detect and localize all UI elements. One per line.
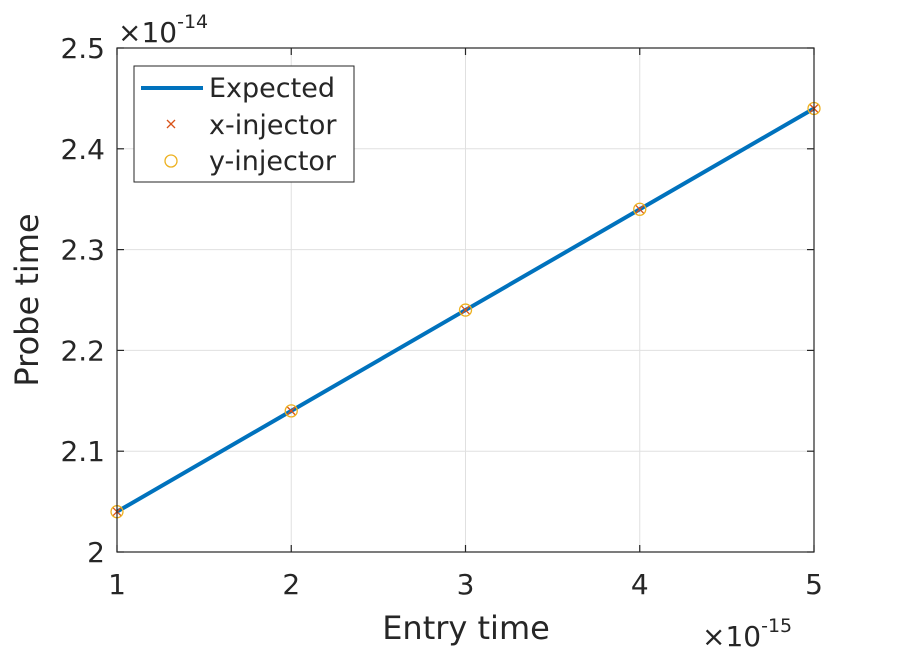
x-tick-label: 3 <box>457 568 475 601</box>
legend-label-x-injector: x-injector <box>209 110 337 141</box>
legend-label-y-injector: y-injector <box>209 146 337 177</box>
x-tick-label: 5 <box>805 568 823 601</box>
y-axis-title: Probe time <box>8 213 46 386</box>
point-x-injector <box>461 305 470 315</box>
legend: Expected x-injector y-injector <box>133 65 355 183</box>
x-axis-title: Entry time <box>382 609 550 647</box>
legend-label-expected: Expected <box>209 73 335 104</box>
x-tick-label: 2 <box>282 568 300 601</box>
point-y-injector <box>458 303 473 317</box>
y-tick-label: 2 <box>87 536 105 569</box>
point-x-injector <box>635 204 645 214</box>
ticks <box>116 47 815 553</box>
legend-swatch-y-injector <box>164 154 178 168</box>
legend-swatch-x-injector <box>166 119 176 129</box>
x-tick-label: 1 <box>108 568 126 601</box>
x-tick-label: 4 <box>631 568 649 601</box>
y-tick-label: 2.2 <box>60 334 105 367</box>
y-tick-label: 2.1 <box>60 435 105 468</box>
point-x-injector <box>286 406 296 416</box>
point-y-injector <box>284 404 298 418</box>
x-axis-multiplier: ×10-15 <box>702 615 792 653</box>
y-tick-label: 2.5 <box>60 32 105 65</box>
y-tick-label: 2.4 <box>60 133 105 166</box>
tick-labels: 1 2 3 4 522.12.22.32.42.5 <box>60 32 822 601</box>
y-axis-multiplier: ×10-14 <box>118 11 208 49</box>
point-y-injector <box>633 202 647 216</box>
y-tick-label: 2.3 <box>60 234 105 267</box>
